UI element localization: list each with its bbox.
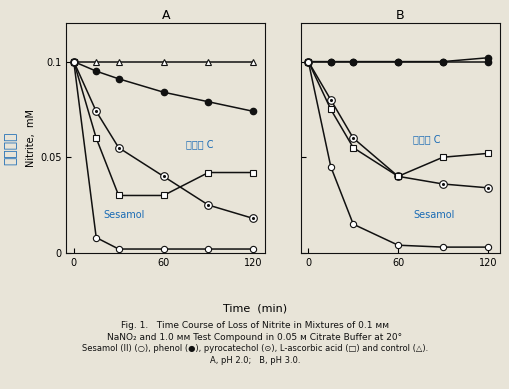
Text: Sesamol: Sesamol <box>103 210 145 221</box>
Text: NaNO₂ and 1.0 ᴍᴍ Test Compound in 0.05 ᴍ Citrate Buffer at 20°: NaNO₂ and 1.0 ᴍᴍ Test Compound in 0.05 ᴍ… <box>107 333 402 342</box>
Text: 아질산염: 아질산염 <box>3 131 17 165</box>
Text: 비타민 C: 비타민 C <box>186 140 213 150</box>
Text: Time  (min): Time (min) <box>222 303 287 314</box>
Text: 비타민 C: 비타민 C <box>412 134 440 144</box>
Text: Fig. 1.   Time Course of Loss of Nitrite in Mixtures of 0.1 ᴍᴍ: Fig. 1. Time Course of Loss of Nitrite i… <box>121 321 388 330</box>
Title: B: B <box>395 9 404 22</box>
Title: A: A <box>161 9 169 22</box>
Text: Sesamol (II) (○), phenol (●), pyrocatechol (⊙), L-ascorbic acid (□) and control : Sesamol (II) (○), phenol (●), pyrocatech… <box>82 344 427 353</box>
Text: Sesamol: Sesamol <box>412 210 454 221</box>
Text: A, pH 2.0;   B, pH 3.0.: A, pH 2.0; B, pH 3.0. <box>209 356 300 365</box>
Y-axis label: Nitrite,  mM: Nitrite, mM <box>26 109 36 167</box>
